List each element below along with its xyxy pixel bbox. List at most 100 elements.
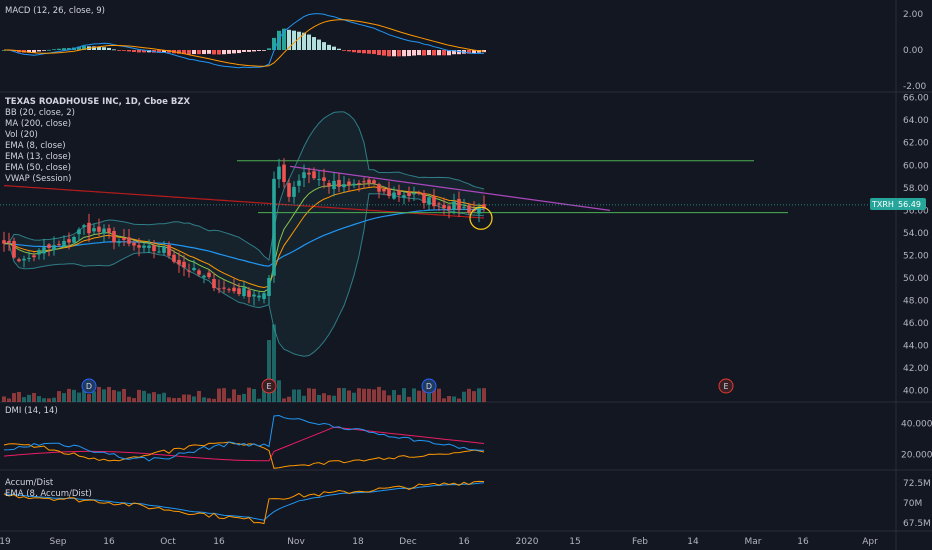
volume-bar[interactable]: [192, 396, 196, 402]
ad-ema-line[interactable]: [3, 482, 485, 521]
macd-histogram-bar[interactable]: [312, 37, 316, 50]
candle-body[interactable]: [87, 222, 91, 234]
candle-body[interactable]: [302, 172, 306, 179]
volume-bar[interactable]: [417, 390, 421, 402]
macd-histogram-bar[interactable]: [202, 50, 206, 55]
volume-bar[interactable]: [72, 389, 76, 402]
volume-bar[interactable]: [457, 398, 461, 402]
volume-bar[interactable]: [302, 395, 306, 402]
volume-bar[interactable]: [142, 390, 146, 402]
macd-histogram-bar[interactable]: [102, 47, 106, 50]
candle-body[interactable]: [467, 205, 471, 213]
macd-histogram-bar[interactable]: [302, 32, 306, 50]
volume-bar[interactable]: [362, 388, 366, 402]
macd-histogram-bar[interactable]: [252, 50, 256, 52]
volume-bar[interactable]: [137, 389, 141, 402]
macd-line[interactable]: [3, 13, 485, 69]
candle-body[interactable]: [262, 293, 266, 299]
candle-body[interactable]: [97, 226, 101, 232]
candle-body[interactable]: [447, 206, 451, 210]
macd-histogram-bar[interactable]: [237, 50, 241, 54]
candle-body[interactable]: [217, 288, 221, 290]
volume-bar[interactable]: [127, 396, 131, 402]
candle-body[interactable]: [152, 245, 156, 252]
macd-histogram-bar[interactable]: [402, 50, 406, 57]
candle-body[interactable]: [7, 240, 11, 243]
macd-histogram-bar[interactable]: [397, 50, 401, 57]
macd-histogram-bar[interactable]: [127, 50, 131, 52]
candle-body[interactable]: [307, 172, 311, 175]
volume-bar[interactable]: [257, 398, 261, 402]
macd-histogram-bar[interactable]: [432, 50, 436, 56]
macd-histogram-bar[interactable]: [417, 50, 421, 56]
volume-bar[interactable]: [332, 395, 336, 402]
volume-bar[interactable]: [327, 395, 331, 402]
volume-bar[interactable]: [422, 388, 426, 402]
volume-bar[interactable]: [267, 340, 271, 402]
candle-body[interactable]: [357, 183, 361, 185]
macd-histogram-bar[interactable]: [47, 49, 51, 51]
candle-body[interactable]: [127, 237, 131, 244]
macd-histogram-bar[interactable]: [267, 48, 271, 50]
volume-bar[interactable]: [352, 392, 356, 402]
candle-body[interactable]: [237, 288, 241, 295]
volume-bar[interactable]: [207, 398, 211, 402]
candle-body[interactable]: [42, 247, 46, 254]
dividend-marker[interactable]: [421, 378, 437, 394]
candle-body[interactable]: [227, 289, 231, 291]
candle-body[interactable]: [382, 188, 386, 192]
macd-histogram-bar[interactable]: [292, 30, 296, 50]
candle-body[interactable]: [272, 178, 276, 276]
volume-bar[interactable]: [87, 394, 91, 402]
macd-histogram-bar[interactable]: [182, 50, 186, 55]
candle-body[interactable]: [402, 195, 406, 198]
volume-bar[interactable]: [397, 394, 401, 402]
candle-body[interactable]: [282, 164, 286, 183]
volume-bar[interactable]: [482, 388, 486, 402]
candle-body[interactable]: [367, 179, 371, 184]
volume-bar[interactable]: [222, 388, 226, 402]
candle-body[interactable]: [407, 192, 411, 196]
candle-body[interactable]: [82, 225, 86, 227]
candle-body[interactable]: [142, 245, 146, 248]
candle-body[interactable]: [112, 231, 116, 243]
macd-histogram-bar[interactable]: [362, 50, 366, 54]
volume-bar[interactable]: [252, 389, 256, 402]
macd-histogram-bar[interactable]: [347, 50, 351, 52]
candle-body[interactable]: [207, 272, 211, 277]
candle-body[interactable]: [257, 295, 261, 298]
macd-histogram-bar[interactable]: [207, 50, 211, 54]
candle-body[interactable]: [312, 171, 316, 179]
macd-histogram-bar[interactable]: [57, 48, 61, 50]
volume-bar[interactable]: [237, 394, 241, 402]
volume-bar[interactable]: [117, 391, 121, 402]
candle-body[interactable]: [162, 246, 166, 253]
volume-bar[interactable]: [447, 396, 451, 402]
volume-bar[interactable]: [312, 388, 316, 402]
volume-bar[interactable]: [112, 390, 116, 402]
macd-histogram-bar[interactable]: [427, 50, 431, 56]
candle-body[interactable]: [232, 287, 236, 292]
dmi-pane[interactable]: [3, 414, 485, 469]
candle-body[interactable]: [77, 229, 81, 235]
volume-bar[interactable]: [387, 395, 391, 402]
candle-body[interactable]: [192, 267, 196, 271]
macd-histogram-bar[interactable]: [272, 37, 276, 50]
dividend-marker[interactable]: [81, 378, 97, 394]
macd-histogram-bar[interactable]: [142, 50, 146, 53]
accum-dist-pane[interactable]: [3, 480, 485, 525]
macd-histogram-bar[interactable]: [147, 50, 151, 53]
macd-histogram-bar[interactable]: [247, 50, 251, 52]
macd-histogram-bar[interactable]: [282, 28, 286, 50]
macd-histogram-bar[interactable]: [422, 50, 426, 56]
candle-body[interactable]: [167, 244, 171, 256]
candle-body[interactable]: [337, 179, 341, 187]
candle-body[interactable]: [172, 254, 176, 262]
volume-bar[interactable]: [32, 392, 36, 402]
candle-body[interactable]: [427, 197, 431, 205]
volume-bar[interactable]: [322, 393, 326, 402]
candle-body[interactable]: [347, 181, 351, 186]
macd-histogram-bar[interactable]: [437, 50, 441, 56]
volume-bar[interactable]: [297, 389, 301, 402]
candle-body[interactable]: [437, 203, 441, 205]
